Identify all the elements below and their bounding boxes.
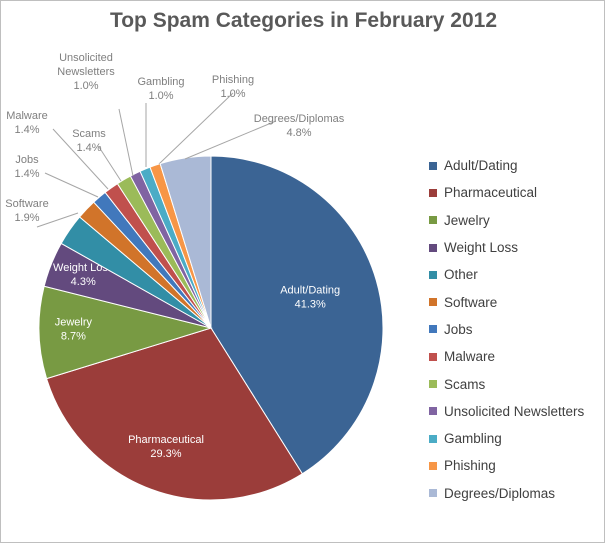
legend-item-pharmaceutical: Pharmaceutical <box>429 179 584 206</box>
legend-label: Adult/Dating <box>444 158 518 174</box>
legend-item-degrees-diplomas: Degrees/Diplomas <box>429 480 584 507</box>
data-label-gambling: Gambling 1.0% <box>137 76 184 102</box>
legend-swatch-icon <box>429 243 437 252</box>
data-label-jewelry: Jewelry 8.7% <box>55 317 93 343</box>
leader-line-jobs <box>44 172 99 198</box>
legend-item-jewelry: Jewelry <box>429 207 584 234</box>
leader-line-unsolicited-newsletters <box>118 108 134 177</box>
legend-item-adult-dating: Adult/Dating <box>429 152 584 179</box>
legend-label: Malware <box>444 349 496 365</box>
legend-label: Weight Loss <box>444 240 519 256</box>
legend-swatch-icon <box>429 161 437 170</box>
legend-swatch-icon <box>429 270 437 279</box>
legend-item-unsolicited-newsletters: Unsolicited Newsletters <box>429 398 584 425</box>
data-label-malware: Malware 1.4% <box>6 110 48 136</box>
legend-item-scams: Scams <box>429 370 584 397</box>
legend-label: Phishing <box>444 458 496 474</box>
legend-item-phishing: Phishing <box>429 452 584 479</box>
legend-label: Gambling <box>444 431 502 447</box>
legend-swatch-icon <box>429 407 437 416</box>
leader-line-degrees-diplomas <box>184 120 277 160</box>
data-label-pharmaceutical: Pharmaceutical 29.3% <box>128 434 204 460</box>
pie-slice-degrees-diplomas <box>159 155 212 329</box>
legend-item-other: Other <box>429 261 584 288</box>
pie-slice-adult-dating <box>210 155 384 475</box>
legend-label: Jobs <box>444 321 473 337</box>
data-label-unsolicited-newsletters: Unsolicited Newsletters 1.0% <box>57 52 115 92</box>
leader-line-malware <box>52 128 109 190</box>
data-label-degrees-diplomas: Degrees/Diplomas 4.8% <box>254 113 345 139</box>
pie-slice-pharmaceutical <box>45 327 303 501</box>
legend-item-weight-loss: Weight Loss <box>429 234 584 261</box>
legend-item-gambling: Gambling <box>429 425 584 452</box>
legend-swatch-icon <box>429 216 437 225</box>
legend-label: Software <box>444 294 498 310</box>
data-label-adult-dating: Adult/Dating 41.3% <box>280 285 340 311</box>
legend-swatch-icon <box>429 298 437 307</box>
legend-item-software: Software <box>429 288 584 315</box>
legend-label: Pharmaceutical <box>444 185 538 201</box>
data-label-phishing: Phishing 1.0% <box>212 74 254 100</box>
legend-swatch-icon <box>429 434 437 443</box>
leader-line-software <box>36 212 79 228</box>
data-label-jobs: Jobs 1.4% <box>14 154 39 180</box>
legend-swatch-icon <box>429 352 437 361</box>
legend-label: Degrees/Diplomas <box>444 485 556 501</box>
legend-label: Jewelry <box>444 212 490 228</box>
legend-swatch-icon <box>429 461 437 470</box>
data-label-software: Software 1.9% <box>5 198 48 224</box>
legend-swatch-icon <box>429 489 437 498</box>
legend: Adult/Dating Pharmaceutical Jewelry Weight … <box>429 152 584 507</box>
chart-title: Top Spam Categories in February 2012 <box>109 9 498 32</box>
legend-label: Scams <box>444 376 486 392</box>
legend-swatch-icon <box>429 188 437 197</box>
legend-item-malware: Malware <box>429 343 584 370</box>
leader-line-scams <box>98 146 122 182</box>
leader-line-phishing <box>158 92 234 165</box>
legend-item-jobs: Jobs <box>429 316 584 343</box>
data-label-scams: Scams 1.4% <box>72 128 106 154</box>
legend-label: Unsolicited Newsletters <box>444 403 585 419</box>
legend-swatch-icon <box>429 325 437 334</box>
legend-swatch-icon <box>429 380 437 389</box>
pie-slice-jewelry <box>38 285 213 380</box>
legend-label: Other <box>444 267 478 283</box>
